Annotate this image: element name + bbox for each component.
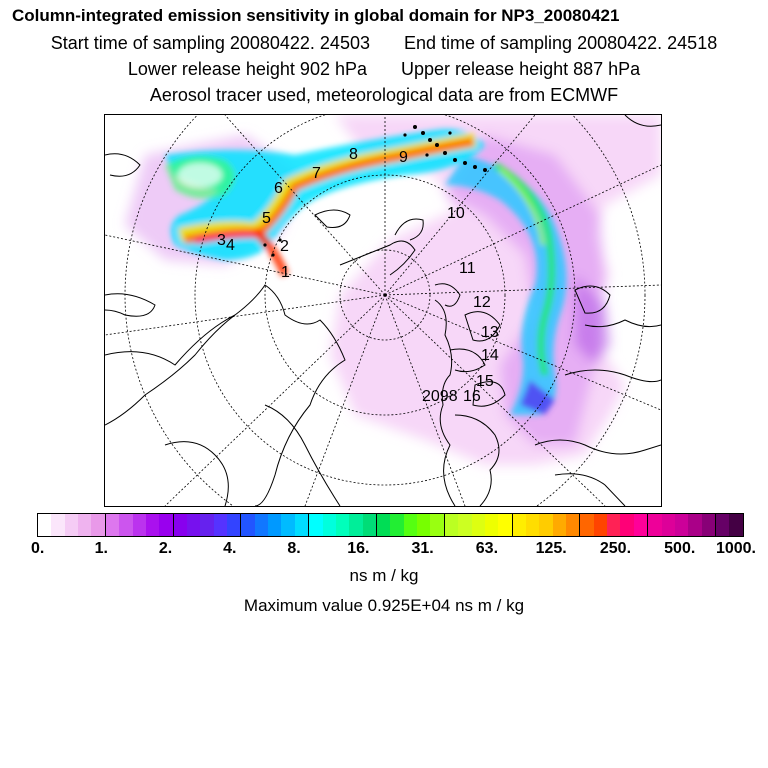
plot-title: Column-integrated emission sensitivity i… [12, 6, 620, 25]
colorbar [37, 513, 744, 537]
colorbar-cell [38, 514, 52, 536]
colorbar-cell [701, 514, 715, 536]
colorbar-tick-label: 125. [535, 540, 567, 557]
colorbar-cell [78, 514, 92, 536]
plume-band-arc [165, 129, 485, 277]
colorbar-cell [254, 514, 269, 536]
colorbar-cell [91, 514, 105, 536]
colorbar-cell [172, 514, 187, 536]
trajectory-label-9: 9 [399, 149, 408, 166]
colorbar-cell [308, 514, 323, 536]
colorbar-cell [729, 514, 743, 536]
plot-subtitle: Aerosol tracer used, meteorological data… [149, 85, 619, 105]
colorbar-cell [186, 514, 201, 536]
trajectory-label-12: 12 [473, 294, 491, 311]
trajectory-label-6: 6 [274, 180, 283, 197]
colorbar-cell [281, 514, 295, 536]
colorbar-cell [268, 514, 282, 536]
trajectory-label-14: 14 [481, 347, 499, 364]
colorbar-cell [593, 514, 608, 536]
colorbar-cell [471, 514, 485, 536]
source-markers [263, 125, 487, 257]
colorbar-cell [104, 514, 120, 536]
colorbar-cell [227, 514, 241, 536]
colorbar-tick-label: 4. [223, 540, 237, 557]
trajectory-label-2098: 2098 [422, 388, 458, 405]
trajectory-label-4: 4 [226, 237, 235, 254]
map-canvas: 1 2 3 4 5 6 7 8 9 10 11 12 13 14 15 16 2… [105, 115, 661, 506]
colorbar-tick-label: 31. [411, 540, 434, 557]
colorbar-cell [132, 514, 146, 536]
colorbar-cell [322, 514, 336, 536]
colorbar-cell [633, 514, 648, 536]
trajectory-label-3: 3 [217, 232, 226, 249]
trajectory-label-15: 15 [476, 373, 494, 390]
trajectory-label-1: 1 [281, 264, 290, 281]
plume-band-east [445, 155, 567, 415]
sampling-times: Start time of sampling 20080422. 24503 En… [0, 33, 768, 54]
lower-release-height: Lower release height 902 hPa [127, 59, 367, 79]
coastlines [105, 115, 661, 506]
colorbar-tick-label: 250. [599, 540, 632, 557]
colorbar-cell [240, 514, 255, 536]
colorbar-tick-label: 16. [347, 540, 370, 557]
colorbar-cell [714, 514, 730, 536]
colorbar-tick-label: 2. [158, 540, 173, 557]
trajectory-label-2: 2 [280, 238, 289, 255]
colorbar-tick-label: 1000. [715, 540, 757, 557]
colorbar-cell [443, 514, 459, 536]
colorbar-cell [647, 514, 662, 536]
colorbar-cell [349, 514, 363, 536]
start-time: Start time of sampling 20080422. 24503 [50, 33, 370, 53]
colorbar-tick-label: 0. [30, 540, 45, 557]
colorbar-tick-label: 1. [94, 540, 108, 557]
trajectory-label-16: 16 [463, 388, 481, 405]
colorbar-cell [566, 514, 580, 536]
colorbar-cell [552, 514, 567, 536]
sensitivity-map: 1 2 3 4 5 6 7 8 9 10 11 12 13 14 15 16 2… [104, 114, 662, 507]
release-heights: Lower release height 902 hPa Upper releas… [0, 59, 768, 80]
colorbar-cell [525, 514, 540, 536]
colorbar-cell [159, 514, 173, 536]
end-time: End time of sampling 20080422. 24518 [403, 33, 718, 53]
colorbar-cell [64, 514, 79, 536]
colorbar-tick-label: 8. [287, 540, 301, 557]
colorbar-cell [213, 514, 228, 536]
colorbar-unit: ns m / kg [349, 566, 419, 585]
trajectory-label-8: 8 [349, 146, 358, 163]
colorbar-cell [145, 514, 160, 536]
colorbar-cell [375, 514, 391, 536]
colorbar-tick-label: 63. [475, 540, 499, 557]
colorbar-cell [200, 514, 214, 536]
colorbar-cell [579, 514, 594, 536]
colorbar-cell [511, 514, 526, 536]
colorbar-cell [458, 514, 472, 536]
colorbar-cell [362, 514, 376, 536]
colorbar-cell [119, 514, 133, 536]
colorbar-cell [620, 514, 634, 536]
trajectory-label-11: 11 [459, 260, 476, 277]
colorbar-cell [498, 514, 512, 536]
colorbar-cell [390, 514, 404, 536]
maximum-value: Maximum value 0.925E+04 ns m / kg [243, 596, 525, 615]
colorbar-cell [51, 514, 65, 536]
colorbar-cell [674, 514, 689, 536]
colorbar-cell [403, 514, 418, 536]
trajectory-label-13: 13 [481, 324, 499, 341]
trajectory-labels: 1 2 3 4 5 6 7 8 9 10 11 12 13 14 15 16 2… [217, 146, 499, 405]
trajectory-label-5: 5 [262, 210, 271, 227]
colorbar-cell [335, 514, 350, 536]
upper-release-height: Upper release height 887 hPa [401, 59, 641, 79]
colorbar-cell [417, 514, 431, 536]
trajectory-label-7: 7 [312, 165, 321, 182]
colorbar-cell [294, 514, 309, 536]
trajectory-label-10: 10 [447, 205, 465, 222]
colorbar-cell [661, 514, 675, 536]
colorbar-cell [430, 514, 444, 536]
colorbar-cell [484, 514, 499, 536]
colorbar-cell [539, 514, 553, 536]
colorbar-tick-label: 500. [664, 540, 696, 557]
colorbar-cell [607, 514, 621, 536]
colorbar-cell [688, 514, 702, 536]
